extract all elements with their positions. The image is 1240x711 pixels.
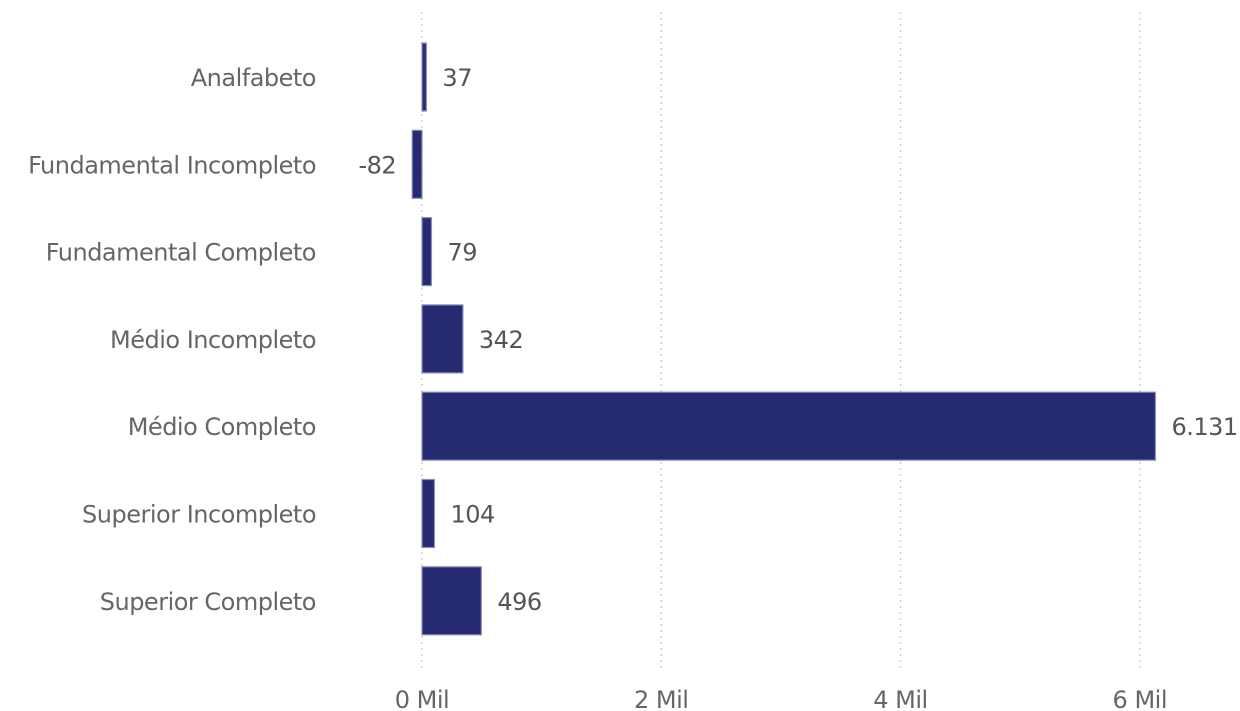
data-label: 37 [442,64,472,92]
data-label: 496 [497,588,541,616]
bar [411,129,423,199]
bar [421,391,1157,461]
bar [421,566,482,636]
x-tick-label: 4 Mil [873,686,927,711]
data-label: 104 [450,501,494,529]
category-label: Fundamental Completo [46,239,316,267]
bar [421,217,433,287]
category-label: Superior Incompleto [82,501,316,529]
category-label: Médio Completo [128,413,316,441]
bar [421,304,464,374]
data-label: 6.131 [1171,413,1237,441]
x-tick-label: 0 Mil [395,686,449,711]
gridlines [421,12,1141,672]
category-label: Superior Completo [100,588,316,616]
data-label: 79 [447,239,477,267]
bar [421,478,436,549]
category-label: Fundamental Incompleto [28,151,316,179]
x-axis-ticks: 0 Mil 2 Mil 4 Mil 6 Mil [395,686,1168,711]
category-label: Analfabeto [191,64,316,92]
bar [421,42,428,112]
bars [411,42,1157,636]
category-label: Médio Incompleto [110,326,316,354]
data-label: -82 [358,151,396,179]
data-label: 342 [479,326,523,354]
x-tick-label: 6 Mil [1113,686,1167,711]
x-tick-label: 2 Mil [634,686,688,711]
value-labels: 37 -82 79 342 6.131 104 496 [358,64,1238,616]
category-labels: Analfabeto Fundamental Incompleto Fundamen… [28,64,316,616]
